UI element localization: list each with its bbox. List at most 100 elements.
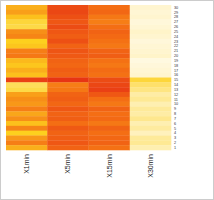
cell — [6, 63, 48, 68]
cell — [47, 58, 89, 63]
cell — [6, 78, 48, 83]
cell — [47, 145, 89, 150]
column-label: X5min — [64, 154, 71, 174]
row-label: 20 — [174, 54, 178, 58]
cell — [47, 121, 89, 126]
chart: 3029282726252423222120191817161514131211… — [0, 0, 214, 200]
row-label: 19 — [174, 59, 178, 63]
cell — [6, 116, 48, 121]
cell — [89, 73, 131, 78]
cell — [130, 92, 172, 97]
cell — [6, 121, 48, 126]
cell — [47, 87, 89, 92]
row-label: 8 — [174, 112, 176, 116]
cell — [89, 121, 131, 126]
cell — [89, 53, 131, 58]
cell — [6, 53, 48, 58]
cell — [47, 10, 89, 15]
cell — [47, 39, 89, 44]
row-label: 22 — [174, 44, 178, 48]
cell — [47, 82, 89, 87]
row-label: 27 — [174, 20, 178, 24]
cell — [89, 97, 131, 102]
cell — [130, 58, 172, 63]
cell — [47, 107, 89, 112]
cell — [89, 92, 131, 97]
cell — [89, 44, 131, 49]
cell — [89, 131, 131, 136]
cell — [89, 136, 131, 141]
cell — [6, 20, 48, 25]
cell — [47, 15, 89, 20]
cell — [6, 29, 48, 34]
cell — [47, 53, 89, 58]
cell — [130, 49, 172, 54]
cell — [89, 34, 131, 39]
cell — [47, 116, 89, 121]
cell — [47, 97, 89, 102]
cell — [130, 10, 172, 15]
cell — [47, 49, 89, 54]
row-label: 14 — [174, 83, 178, 87]
cell — [89, 58, 131, 63]
cell — [89, 87, 131, 92]
cell — [130, 145, 172, 150]
cell — [130, 44, 172, 49]
cell — [6, 92, 48, 97]
cell — [6, 102, 48, 107]
cell — [130, 34, 172, 39]
cell — [6, 44, 48, 49]
row-label: 1 — [174, 146, 176, 150]
cell — [47, 34, 89, 39]
cell — [6, 68, 48, 73]
cell — [6, 87, 48, 92]
cell — [6, 126, 48, 131]
cell — [89, 126, 131, 131]
cell — [6, 5, 48, 10]
row-label: 10 — [174, 102, 178, 106]
cell — [89, 10, 131, 15]
cell — [89, 15, 131, 20]
cell — [6, 49, 48, 54]
cell — [89, 63, 131, 68]
cell — [47, 92, 89, 97]
cell — [6, 15, 48, 20]
row-label: 2 — [174, 141, 176, 145]
cells — [6, 5, 171, 150]
row-label: 11 — [174, 98, 178, 102]
cell — [89, 82, 131, 87]
cell — [6, 58, 48, 63]
cell — [47, 20, 89, 25]
cell — [47, 44, 89, 49]
cell — [47, 73, 89, 78]
cell — [47, 63, 89, 68]
row-label: 17 — [174, 69, 178, 73]
cell — [89, 116, 131, 121]
cell — [6, 10, 48, 15]
cell — [130, 102, 172, 107]
cell — [130, 87, 172, 92]
cell — [6, 82, 48, 87]
row-label: 15 — [174, 78, 178, 82]
cell — [89, 49, 131, 54]
row-label: 26 — [174, 25, 178, 29]
cell — [130, 39, 172, 44]
cell — [47, 24, 89, 29]
cell — [6, 39, 48, 44]
column-label: X1min — [23, 154, 30, 174]
cell — [89, 111, 131, 116]
cell — [89, 24, 131, 29]
cell — [130, 29, 172, 34]
row-label: 7 — [174, 117, 176, 121]
row-label: 13 — [174, 88, 178, 92]
row-label: 5 — [174, 127, 176, 131]
cell — [6, 34, 48, 39]
cell — [89, 5, 131, 10]
cell — [130, 5, 172, 10]
row-label: 16 — [174, 73, 178, 77]
cell — [130, 68, 172, 73]
cell — [89, 29, 131, 34]
cell — [130, 24, 172, 29]
cell — [6, 136, 48, 141]
cell — [6, 107, 48, 112]
